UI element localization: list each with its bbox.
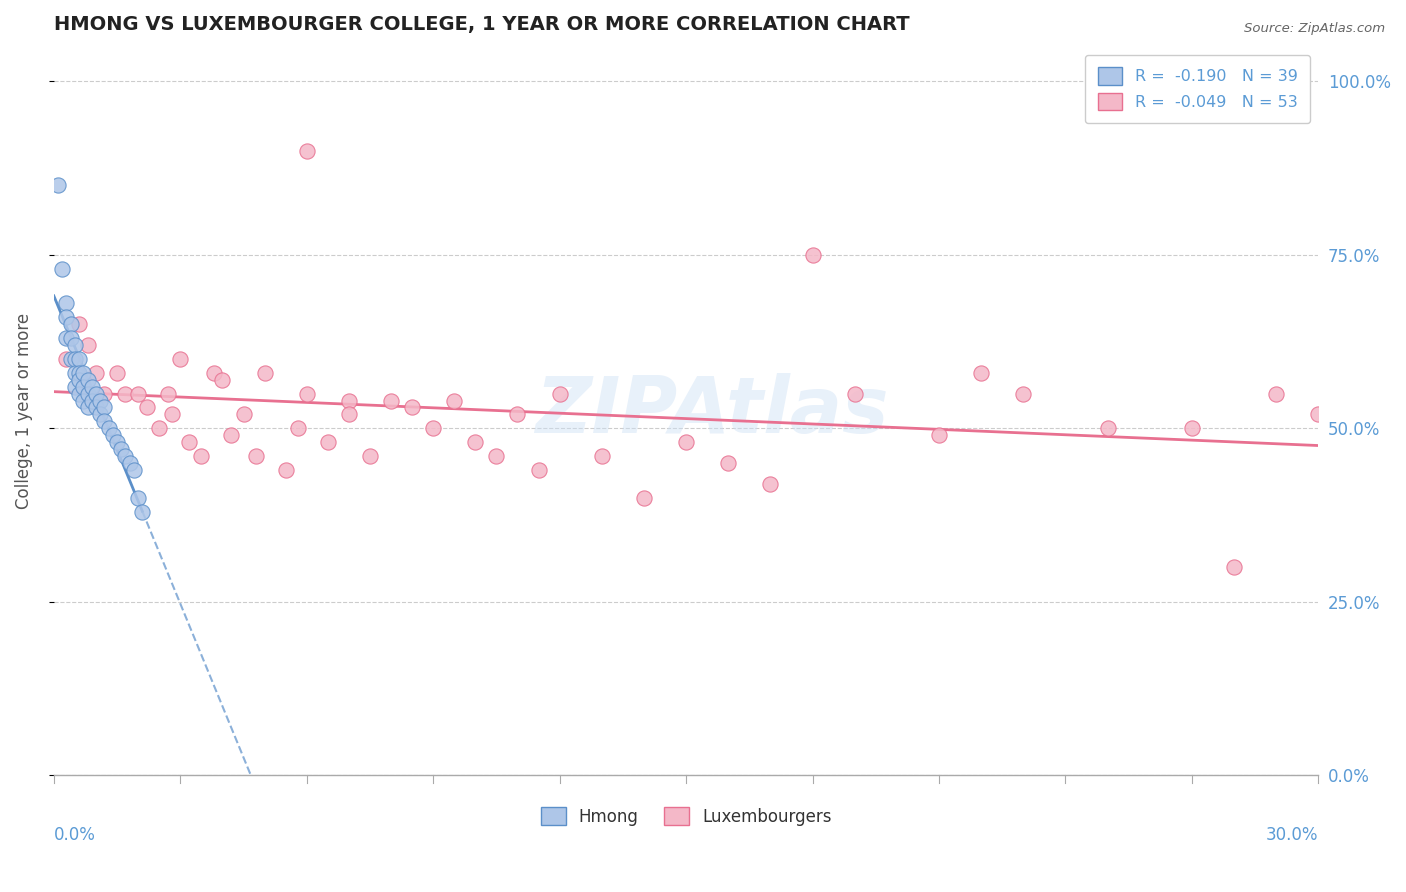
- Point: [114, 386, 136, 401]
- Point: [101, 428, 124, 442]
- Text: ZIPAtlas: ZIPAtlas: [534, 373, 889, 449]
- Point: [160, 408, 183, 422]
- Point: [633, 491, 655, 505]
- Point: [1265, 386, 1288, 401]
- Point: [337, 393, 360, 408]
- Point: [84, 386, 107, 401]
- Point: [55, 296, 77, 310]
- Point: [156, 386, 179, 401]
- Point: [295, 144, 318, 158]
- Point: [67, 366, 90, 380]
- Point: [1223, 560, 1246, 574]
- Text: 30.0%: 30.0%: [1265, 826, 1319, 844]
- Point: [337, 408, 360, 422]
- Point: [76, 373, 98, 387]
- Point: [759, 476, 782, 491]
- Point: [93, 414, 115, 428]
- Point: [675, 435, 697, 450]
- Point: [401, 401, 423, 415]
- Point: [245, 449, 267, 463]
- Point: [380, 393, 402, 408]
- Point: [59, 331, 82, 345]
- Point: [51, 261, 73, 276]
- Point: [148, 421, 170, 435]
- Point: [316, 435, 339, 450]
- Point: [253, 366, 276, 380]
- Point: [89, 408, 111, 422]
- Point: [970, 366, 993, 380]
- Point: [59, 317, 82, 331]
- Point: [105, 366, 128, 380]
- Point: [464, 435, 486, 450]
- Point: [105, 435, 128, 450]
- Point: [127, 386, 149, 401]
- Point: [359, 449, 381, 463]
- Point: [177, 435, 200, 450]
- Point: [93, 386, 115, 401]
- Point: [422, 421, 444, 435]
- Legend: Hmong, Luxembourgers: Hmong, Luxembourgers: [534, 800, 838, 832]
- Point: [1012, 386, 1035, 401]
- Point: [67, 373, 90, 387]
- Point: [274, 463, 297, 477]
- Point: [63, 379, 86, 393]
- Point: [1308, 408, 1330, 422]
- Point: [190, 449, 212, 463]
- Text: HMONG VS LUXEMBOURGER COLLEGE, 1 YEAR OR MORE CORRELATION CHART: HMONG VS LUXEMBOURGER COLLEGE, 1 YEAR OR…: [53, 15, 910, 34]
- Point: [55, 351, 77, 366]
- Point: [67, 386, 90, 401]
- Point: [295, 386, 318, 401]
- Point: [801, 248, 824, 262]
- Point: [63, 366, 86, 380]
- Point: [55, 331, 77, 345]
- Point: [717, 456, 740, 470]
- Point: [80, 393, 103, 408]
- Point: [76, 401, 98, 415]
- Point: [928, 428, 950, 442]
- Point: [114, 449, 136, 463]
- Point: [97, 421, 120, 435]
- Text: 0.0%: 0.0%: [53, 826, 96, 844]
- Point: [110, 442, 132, 456]
- Point: [46, 178, 69, 193]
- Point: [118, 456, 141, 470]
- Point: [55, 310, 77, 325]
- Point: [72, 379, 94, 393]
- Point: [127, 491, 149, 505]
- Point: [485, 449, 508, 463]
- Point: [72, 366, 94, 380]
- Point: [1097, 421, 1119, 435]
- Point: [93, 401, 115, 415]
- Point: [591, 449, 613, 463]
- Point: [135, 401, 157, 415]
- Point: [844, 386, 866, 401]
- Point: [80, 379, 103, 393]
- Point: [84, 366, 107, 380]
- Point: [76, 386, 98, 401]
- Point: [232, 408, 254, 422]
- Point: [211, 373, 233, 387]
- Text: Source: ZipAtlas.com: Source: ZipAtlas.com: [1244, 22, 1385, 36]
- Point: [548, 386, 571, 401]
- Point: [63, 338, 86, 352]
- Point: [219, 428, 242, 442]
- Point: [506, 408, 529, 422]
- Point: [527, 463, 550, 477]
- Point: [131, 505, 153, 519]
- Point: [59, 351, 82, 366]
- Point: [84, 401, 107, 415]
- Point: [202, 366, 225, 380]
- Point: [67, 351, 90, 366]
- Point: [122, 463, 145, 477]
- Point: [287, 421, 309, 435]
- Point: [89, 393, 111, 408]
- Point: [1181, 421, 1204, 435]
- Point: [443, 393, 465, 408]
- Point: [76, 338, 98, 352]
- Point: [63, 351, 86, 366]
- Point: [72, 393, 94, 408]
- Point: [67, 317, 90, 331]
- Point: [169, 351, 191, 366]
- Y-axis label: College, 1 year or more: College, 1 year or more: [15, 313, 32, 509]
